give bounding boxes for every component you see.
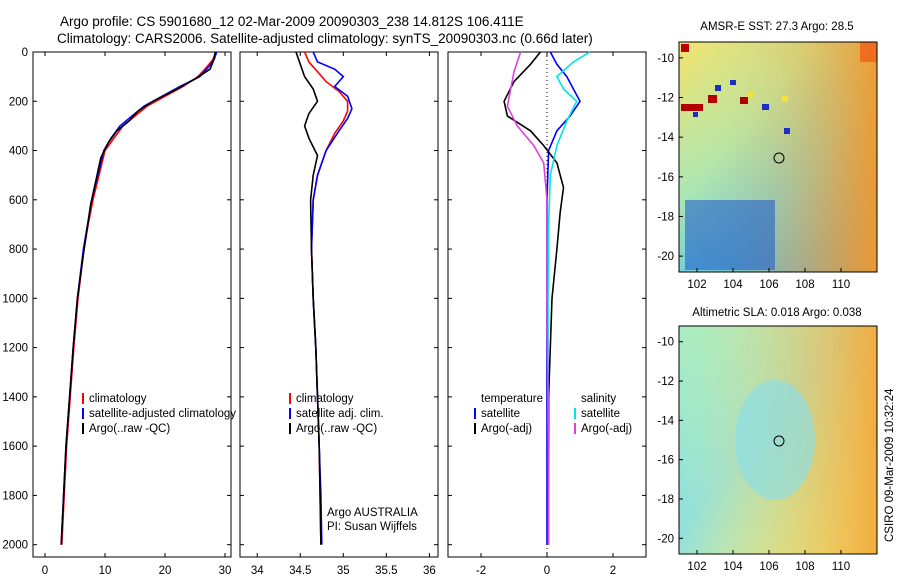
sla_map-xtick-label: 108 <box>795 561 814 573</box>
salinity-series-argo-raw-qc- <box>295 51 322 545</box>
sst-map-cool-patch <box>685 200 775 270</box>
sla_map-ytick-label: -10 <box>657 337 674 349</box>
temperature-ytick-label: 1600 <box>2 441 28 453</box>
sst_map-xtick-label: 102 <box>687 279 706 291</box>
diff-sal-legend-entry: satellite <box>581 408 620 420</box>
sst_map-xtick-label: 108 <box>795 279 814 291</box>
figure-title-line2: Climatology: CARS2006. Satellite-adjuste… <box>57 31 593 46</box>
sst_map-ytick-label: -18 <box>657 211 674 223</box>
temperature-xtick-label: 20 <box>159 565 172 577</box>
difference-series-salinity-satellite <box>547 51 591 545</box>
salinity-xtick-label: 34.5 <box>289 565 311 577</box>
sst_map-ytick-label: -12 <box>657 93 674 105</box>
salinity-annotation-line: Argo AUSTRALIA <box>327 507 418 519</box>
sst-map-frame <box>678 41 878 273</box>
sla_map-ytick-label: -20 <box>657 533 674 545</box>
temperature-series-satellite-adjusted-climatology <box>60 51 218 545</box>
temperature-ytick-label: 800 <box>9 244 28 256</box>
sla-argo-marker <box>773 435 785 447</box>
temperature-legend-entry: satellite-adjusted climatology <box>89 408 236 420</box>
sst-map-noise <box>681 42 877 134</box>
salinity-profile-panel: 3434.53535.536salinityclimatologysatelli… <box>239 51 439 577</box>
difference-xtick-label: 0 <box>544 565 550 577</box>
sst_map-ytick-label: -14 <box>657 132 674 144</box>
sst_map-xtick-label: 104 <box>723 279 743 291</box>
sla_map-ytick-label: -16 <box>657 455 674 467</box>
temperature-xtick-label: 30 <box>219 565 232 577</box>
temperature-ytick-label: 1400 <box>2 392 28 404</box>
sla-map-cool-patch <box>735 380 815 500</box>
temperature-legend-entry: Argo(..raw -QC) <box>89 423 170 435</box>
salinity-xtick-label: 35 <box>337 565 350 577</box>
difference-series-temperature-satellite <box>546 51 581 545</box>
sla_map-ytick-label: -14 <box>657 415 674 427</box>
temperature-ytick-label: 0 <box>22 47 28 59</box>
temperature-xtick-label: 0 <box>42 565 48 577</box>
salinity-frame <box>239 51 439 558</box>
sla-map-frame <box>678 325 878 555</box>
salinity-legend-entry: climatology <box>296 393 354 405</box>
sla_map-xtick-label: 102 <box>687 561 706 573</box>
sla-map-panel: Altimetric SLA: 0.018 Argo: 0.038 102 104… <box>657 307 878 573</box>
salinity-xtick-label: 36 <box>423 565 436 577</box>
diff-temp-legend-entry: temperature <box>481 393 543 405</box>
temperature-ytick-label: 200 <box>9 96 28 108</box>
sla_map-xtick-label: 110 <box>832 561 850 573</box>
sst-map-panel: AMSR-E SST: 27.3 Argo: 28.5 102 104 106 108… <box>657 21 878 291</box>
temperature-xtick-label: 10 <box>99 565 112 577</box>
temperature-series-climatology <box>61 51 217 545</box>
salinity-xtick-label: 35.5 <box>375 565 397 577</box>
salinity-legend-entry: satellite adj. clim. <box>296 408 384 420</box>
salinity-series-climatology <box>303 51 349 545</box>
temperature-frame <box>32 51 232 558</box>
sst_map-ytick-label: -10 <box>657 53 674 65</box>
salinity-series-satellite-adj-clim- <box>310 51 353 545</box>
sla-map-title: Altimetric SLA: 0.018 Argo: 0.038 <box>692 307 861 319</box>
temperature-profile-panel: 0 10 20 30 0 200 400 600 800 1000 1200 1400 1600 1800… <box>2 47 236 577</box>
difference-series-salinity-argo-adj- <box>506 51 550 545</box>
temperature-ytick-label: 1200 <box>2 343 28 355</box>
sla_map-ytick-label: -12 <box>657 376 674 388</box>
sst-map-title: AMSR-E SST: 27.3 Argo: 28.5 <box>700 21 853 33</box>
sst_map-ytick-label: -16 <box>657 172 674 184</box>
sst-argo-marker <box>773 152 785 164</box>
difference-xtick-label: -2 <box>476 565 486 577</box>
csiro-timestamp: CSIRO 09-Mar-2009 10:32:24 <box>884 388 896 542</box>
temperature-ytick-label: 1000 <box>2 293 28 305</box>
temperature-legend-entry: climatology <box>89 393 147 405</box>
figure-title-line1: Argo profile: CS 5901680_12 02-Mar-2009 … <box>60 14 524 29</box>
diff-temp-legend-entry: Argo(-adj) <box>481 423 532 435</box>
sst_map-xtick-label: 106 <box>759 279 778 291</box>
temperature-series-argo-raw-qc- <box>60 51 217 545</box>
temperature-ytick-label: 2000 <box>2 540 28 552</box>
sla_map-xtick-label: 106 <box>759 561 778 573</box>
sla_map-xtick-label: 104 <box>723 561 743 573</box>
diff-temp-legend-entry: satellite <box>481 408 520 420</box>
temperature-ytick-label: 1800 <box>2 490 28 502</box>
diff-sal-legend-entry: salinity <box>581 393 616 405</box>
temperature-ytick-label: 400 <box>9 146 28 158</box>
difference-profile-panel: -202difference from climatologytemperatu… <box>447 51 647 577</box>
sst_map-xtick-label: 110 <box>832 279 850 291</box>
sla_map-ytick-label: -18 <box>657 494 674 506</box>
sst_map-ytick-label: -20 <box>657 251 674 263</box>
temperature-ytick-label: 600 <box>9 195 28 207</box>
salinity-legend-entry: Argo(..raw -QC) <box>296 423 377 435</box>
difference-series-temperature-argo-adj- <box>503 51 565 545</box>
diff-sal-legend-entry: Argo(-adj) <box>581 423 632 435</box>
difference-xtick-label: 2 <box>610 565 616 577</box>
salinity-xtick-label: 34 <box>251 565 264 577</box>
salinity-annotation-line: PI: Susan Wijffels <box>327 521 417 533</box>
